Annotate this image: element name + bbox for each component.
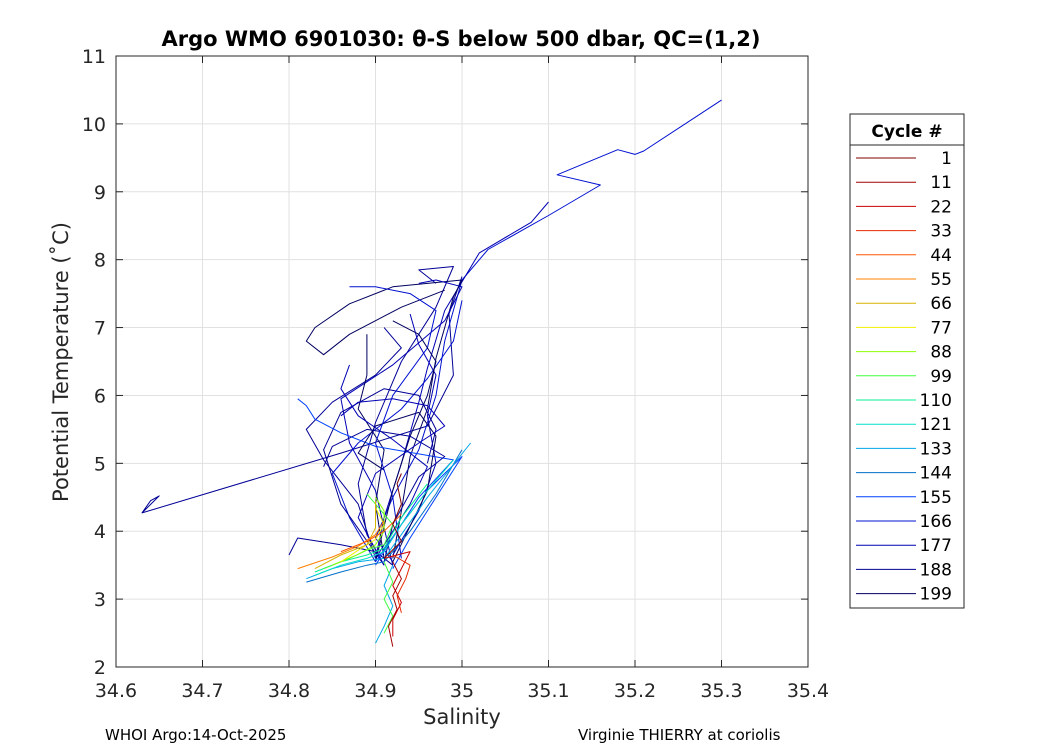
profile-line-19 bbox=[288, 537, 394, 566]
y-tick-label: 7 bbox=[94, 318, 106, 340]
x-tick-label: 34.6 bbox=[95, 680, 137, 702]
profile-line-14 bbox=[340, 364, 428, 559]
x-tick-labels: 34.6 34.7 34.8 34.9 35 35.1 35.2 35.3 35.4 bbox=[95, 680, 829, 702]
legend-box bbox=[849, 113, 965, 609]
profile-line-29 bbox=[297, 520, 385, 570]
profile-line-6 bbox=[340, 279, 463, 566]
profile-line-15 bbox=[323, 428, 446, 562]
x-tick-label: 35.1 bbox=[527, 680, 569, 702]
y-tick-label: 2 bbox=[94, 657, 106, 679]
profile-line-5 bbox=[305, 279, 463, 559]
profile-line-3 bbox=[375, 201, 549, 559]
x-tick-label: 34.9 bbox=[354, 680, 396, 702]
legend-entry: 99 bbox=[930, 367, 952, 387]
footer-credit-right: Virginie THIERRY at coriolis bbox=[578, 726, 781, 744]
profile-line-26 bbox=[332, 497, 385, 566]
profile-line-2 bbox=[375, 99, 722, 563]
legend-entry: 144 bbox=[920, 464, 952, 484]
legend-entry: 11 bbox=[930, 173, 952, 193]
profile-line-30 bbox=[340, 513, 402, 553]
legend-entry: 155 bbox=[920, 488, 952, 508]
legend-entry: 110 bbox=[920, 391, 952, 411]
legend-items: 1112233445566778899110121133144155166177… bbox=[856, 149, 952, 605]
axes-box bbox=[115, 55, 809, 668]
x-axis-label: Salinity bbox=[423, 705, 501, 729]
x-tick-label: 35.4 bbox=[787, 680, 829, 702]
x-tick-label: 35 bbox=[450, 680, 474, 702]
profile-line-9 bbox=[357, 334, 385, 559]
profile-line-8 bbox=[331, 300, 463, 563]
profile-line-36 bbox=[392, 554, 411, 613]
legend: Cycle # 11122334455667788991101211331441… bbox=[849, 113, 965, 609]
y-tick-labels: 2 3 4 5 6 7 8 9 10 11 bbox=[82, 46, 106, 679]
x-tick-label: 34.7 bbox=[181, 680, 223, 702]
profile-line-34 bbox=[388, 561, 402, 647]
y-tick-label: 4 bbox=[94, 521, 106, 543]
legend-entry: 199 bbox=[920, 585, 952, 605]
profile-line-12 bbox=[297, 398, 454, 566]
legend-entry: 1 bbox=[941, 149, 952, 169]
legend-entry: 33 bbox=[930, 222, 952, 242]
footer-credit-left: WHOI Argo:14-Oct-2025 bbox=[105, 726, 287, 744]
profile-line-33 bbox=[383, 551, 411, 637]
y-tick-label: 8 bbox=[94, 250, 106, 272]
legend-entry: 55 bbox=[930, 270, 952, 290]
profile-line-4 bbox=[357, 266, 454, 566]
y-tick-label: 5 bbox=[94, 453, 106, 475]
profile-line-10 bbox=[392, 313, 437, 556]
legend-entry: 77 bbox=[930, 318, 952, 338]
profile-line-31 bbox=[375, 565, 394, 644]
y-tick-label: 11 bbox=[82, 46, 106, 68]
profile-line-17 bbox=[375, 320, 437, 562]
legend-entry: 177 bbox=[920, 536, 952, 556]
profile-line-27 bbox=[340, 507, 385, 563]
x-tick-label: 35.2 bbox=[614, 680, 656, 702]
y-tick-label: 6 bbox=[94, 385, 106, 407]
profile-line-11 bbox=[323, 388, 437, 566]
legend-entry: 133 bbox=[920, 439, 952, 459]
y-tick-label: 9 bbox=[94, 182, 106, 204]
legend-entry: 121 bbox=[920, 415, 952, 435]
legend-entry: 166 bbox=[920, 512, 952, 532]
legend-entry: 22 bbox=[930, 197, 952, 217]
legend-entry: 88 bbox=[930, 343, 952, 363]
profile-line-32 bbox=[383, 561, 394, 634]
profile-line-18 bbox=[340, 398, 446, 566]
profile-line-1 bbox=[141, 276, 463, 514]
profile-line-7 bbox=[305, 327, 402, 559]
series-group bbox=[141, 99, 722, 647]
y-axis-label: Potential Temperature (˚C) bbox=[49, 222, 73, 502]
legend-title: Cycle # bbox=[871, 122, 942, 142]
profile-line-23 bbox=[314, 459, 454, 576]
x-tick-label: 34.8 bbox=[268, 680, 310, 702]
y-tick-label: 3 bbox=[94, 589, 106, 611]
legend-entry: 66 bbox=[930, 294, 952, 314]
legend-entry: 44 bbox=[930, 246, 952, 266]
profile-line-35 bbox=[383, 473, 402, 559]
y-tick-label: 10 bbox=[82, 114, 106, 136]
chart-title: Argo WMO 6901030: θ-S below 500 dbar, QC… bbox=[162, 27, 761, 51]
x-tick-label: 35.3 bbox=[700, 680, 742, 702]
legend-entry: 188 bbox=[920, 560, 952, 580]
grid bbox=[115, 55, 809, 668]
profile-line-28 bbox=[314, 500, 376, 570]
